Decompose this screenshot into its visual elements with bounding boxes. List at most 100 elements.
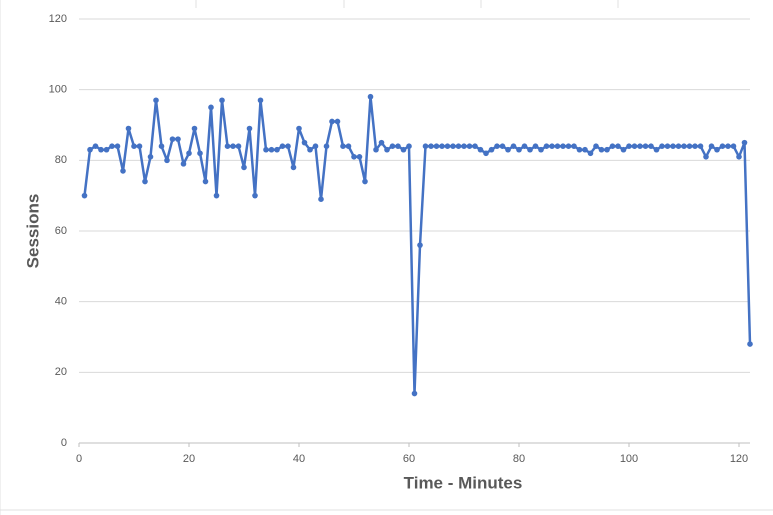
data-point xyxy=(219,97,225,104)
data-point xyxy=(351,154,357,160)
data-point xyxy=(92,143,99,149)
data-point xyxy=(505,146,511,153)
data-point xyxy=(345,143,352,149)
data-point xyxy=(175,136,181,142)
data-point xyxy=(725,143,731,149)
data-point xyxy=(230,143,236,149)
data-point xyxy=(378,139,385,146)
x-tick-label: 20 xyxy=(183,453,195,465)
data-point xyxy=(268,146,275,153)
x-tick-label: 0 xyxy=(76,453,82,465)
data-point xyxy=(741,139,748,146)
data-point xyxy=(169,136,176,142)
data-point xyxy=(235,143,242,149)
data-point xyxy=(136,143,143,149)
data-point xyxy=(450,143,456,149)
data-point xyxy=(549,143,555,149)
data-point xyxy=(477,146,484,153)
data-point xyxy=(538,146,544,153)
data-point xyxy=(499,143,506,149)
data-point xyxy=(125,125,132,132)
data-point xyxy=(329,118,335,125)
data-point xyxy=(598,146,605,153)
data-point xyxy=(681,143,687,149)
x-tick-label: 80 xyxy=(513,453,525,465)
data-point xyxy=(285,143,291,149)
data-point xyxy=(87,146,93,153)
data-point xyxy=(367,93,374,100)
data-point xyxy=(714,146,720,153)
data-point xyxy=(593,143,599,149)
data-point xyxy=(461,143,467,149)
data-point xyxy=(615,143,621,149)
data-point xyxy=(147,154,154,160)
data-point xyxy=(246,125,253,132)
data-point xyxy=(395,143,401,149)
data-point xyxy=(301,139,308,146)
data-point xyxy=(340,143,346,149)
data-point xyxy=(191,125,198,132)
data-point xyxy=(648,143,654,149)
data-point xyxy=(439,143,445,149)
data-point xyxy=(296,125,302,132)
data-point xyxy=(582,146,588,153)
data-point xyxy=(697,143,704,149)
data-point xyxy=(571,143,577,149)
data-point xyxy=(747,341,753,347)
data-point xyxy=(334,118,341,125)
data-point xyxy=(483,150,489,157)
data-point xyxy=(587,150,594,157)
data-point xyxy=(659,143,665,149)
data-point xyxy=(631,143,638,149)
data-point xyxy=(527,146,533,153)
data-point xyxy=(257,97,264,104)
data-point xyxy=(521,143,528,149)
data-point xyxy=(620,146,627,153)
data-point xyxy=(730,143,737,149)
x-tick-label: 120 xyxy=(730,453,748,465)
data-point xyxy=(554,143,561,149)
y-tick-label: 20 xyxy=(55,366,67,378)
data-point xyxy=(356,154,363,160)
data-point xyxy=(626,143,632,149)
data-point xyxy=(114,143,121,149)
data-point xyxy=(197,150,203,157)
data-point xyxy=(422,143,429,149)
data-point xyxy=(609,143,616,149)
data-point xyxy=(703,154,709,160)
data-point xyxy=(290,164,297,171)
data-point xyxy=(98,146,104,153)
data-point xyxy=(279,143,286,149)
data-point xyxy=(131,143,137,149)
data-point xyxy=(417,242,423,248)
data-point xyxy=(180,161,187,167)
data-point xyxy=(400,146,407,153)
data-point xyxy=(224,143,231,149)
data-point xyxy=(186,150,192,157)
data-point xyxy=(488,146,495,153)
data-point xyxy=(411,390,418,397)
y-axis-title: Sessions xyxy=(23,194,42,269)
x-tick-label: 40 xyxy=(293,453,305,465)
data-point xyxy=(637,143,643,149)
data-point xyxy=(670,143,676,149)
data-point xyxy=(686,143,693,149)
data-point xyxy=(664,143,671,149)
data-point xyxy=(208,104,214,111)
y-tick-label: 60 xyxy=(55,225,67,237)
data-point xyxy=(406,143,412,149)
data-point xyxy=(202,178,209,185)
data-point xyxy=(642,143,649,149)
x-tick-label: 60 xyxy=(403,453,415,465)
data-point xyxy=(362,178,368,185)
data-point xyxy=(274,146,280,153)
data-point xyxy=(736,154,742,160)
data-point xyxy=(428,143,434,149)
data-point xyxy=(164,157,170,164)
data-point xyxy=(323,143,330,149)
y-tick-label: 40 xyxy=(55,296,67,308)
y-tick-label: 80 xyxy=(55,154,67,166)
y-tick-label: 120 xyxy=(49,13,67,25)
data-point xyxy=(543,143,550,149)
